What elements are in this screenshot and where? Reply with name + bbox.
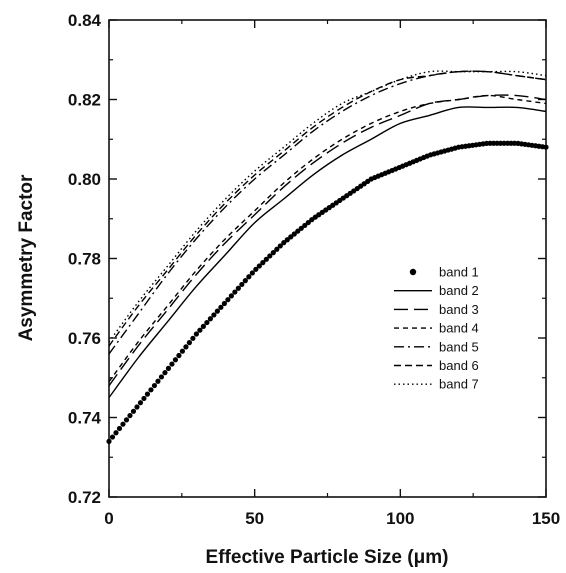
legend-label-band-6: band 6	[439, 358, 479, 373]
series-point	[284, 237, 290, 243]
series-point	[305, 219, 311, 226]
series-point	[246, 274, 252, 280]
series-point	[260, 260, 266, 266]
series-point	[302, 222, 308, 229]
series-layer	[106, 70, 549, 444]
series-point	[106, 438, 112, 444]
x-tick-label: 150	[532, 509, 560, 528]
series-line	[108, 94, 547, 387]
series-point	[172, 357, 179, 363]
series-line	[108, 94, 547, 383]
series-point	[291, 231, 297, 237]
y-tick-label: 0.78	[68, 250, 101, 269]
y-tick-label: 0.82	[68, 91, 101, 110]
series-point	[218, 304, 224, 310]
series-point	[274, 246, 280, 252]
series-point	[204, 319, 210, 326]
series-point	[165, 365, 172, 371]
series-point	[239, 281, 245, 288]
series-point	[148, 387, 154, 393]
series-point	[158, 374, 165, 380]
series-point	[186, 340, 193, 346]
series-line	[108, 70, 547, 343]
y-tick-label: 0.72	[68, 488, 101, 507]
series-point	[253, 266, 259, 272]
series-point	[176, 352, 182, 359]
legend-label-band-3: band 3	[439, 302, 479, 317]
series-point	[109, 434, 116, 440]
series-point	[193, 331, 199, 337]
series-point	[155, 378, 161, 384]
series-point	[256, 263, 262, 269]
series-point	[162, 370, 168, 376]
series-point	[137, 400, 144, 406]
series-band-7	[108, 70, 547, 343]
series-band-5	[108, 70, 547, 355]
series-point	[228, 293, 234, 299]
y-tick-label: 0.80	[68, 170, 101, 189]
series-point	[144, 391, 151, 397]
legend-label-band-4: band 4	[439, 321, 479, 336]
plot-frame	[108, 19, 547, 498]
series-point	[277, 243, 283, 249]
series-point	[116, 425, 123, 432]
series-band-1	[106, 140, 549, 444]
series-point	[120, 421, 126, 427]
x-axis-title: Effective Particle Size (μm)	[206, 547, 449, 568]
y-tick-label: 0.84	[68, 11, 102, 30]
series-point	[270, 250, 276, 256]
series-point	[267, 253, 273, 259]
series-point	[200, 323, 206, 329]
series-point	[113, 430, 119, 436]
series-point	[281, 240, 287, 246]
series-point	[211, 312, 217, 318]
y-tick-label: 0.76	[68, 329, 101, 348]
series-point	[197, 327, 203, 333]
series-point	[232, 289, 238, 295]
legend-label-band-5: band 5	[439, 339, 479, 354]
series-point	[295, 228, 301, 234]
series-point	[141, 395, 147, 402]
series-point	[288, 234, 294, 240]
series-point	[207, 316, 213, 322]
series-line	[108, 106, 547, 399]
axis-ticks	[108, 19, 547, 498]
series-point	[183, 344, 189, 350]
series-point	[214, 308, 220, 314]
x-tick-label: 50	[245, 509, 264, 528]
series-point	[242, 278, 248, 284]
legend-label-band-7: band 7	[439, 377, 479, 392]
series-point	[169, 361, 175, 367]
series-band-4	[108, 94, 547, 383]
series-point	[134, 404, 140, 410]
series-point	[263, 256, 269, 262]
series-point	[123, 417, 130, 423]
series-point	[249, 270, 255, 276]
y-tick-label: 0.74	[68, 409, 102, 428]
axis-tick-labels: 0 50 100 150 0.72 0.74 0.76 0.78 0.80 0.82 0.84	[68, 11, 560, 528]
x-tick-label: 0	[104, 509, 113, 528]
series-point	[127, 412, 133, 419]
series-line	[108, 70, 547, 355]
legend: band 1 band 2 band 3 band 4 band 5 band 6 band…	[394, 265, 479, 392]
legend-label-band-1: band 1	[439, 265, 479, 280]
series-band-3	[108, 94, 547, 387]
series-point	[179, 348, 186, 354]
series-point	[151, 382, 158, 389]
series-point	[221, 300, 227, 307]
x-tick-label: 100	[386, 509, 414, 528]
legend-swatch-band-1	[409, 268, 417, 276]
series-band-2	[108, 106, 547, 399]
series-point	[235, 285, 241, 291]
series-point	[190, 335, 196, 341]
legend-label-band-2: band 2	[439, 283, 479, 298]
series-point	[543, 144, 549, 150]
series-point	[225, 297, 231, 303]
series-point	[298, 225, 304, 231]
y-axis-title: Asymmetry Factor	[16, 174, 37, 341]
series-point	[130, 408, 137, 414]
